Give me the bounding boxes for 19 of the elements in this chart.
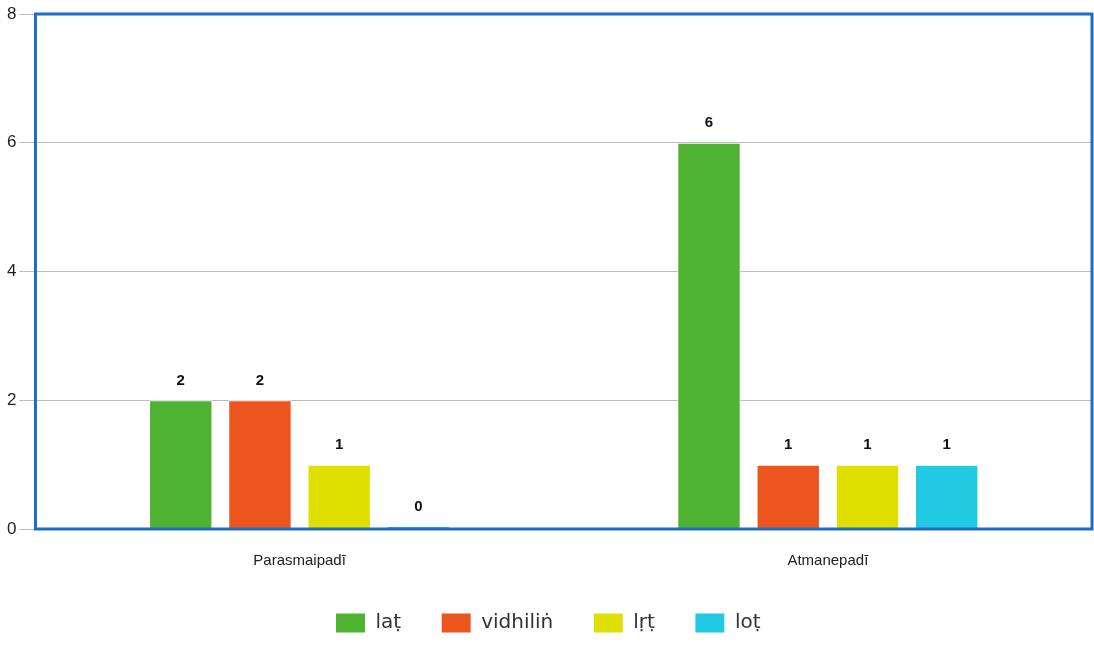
x-tick-label: Atmanepadī bbox=[787, 551, 870, 569]
data-label: 1 bbox=[942, 435, 951, 453]
data-label: 1 bbox=[863, 435, 872, 453]
x-tick-label: Parasmaipadī bbox=[253, 551, 347, 569]
legend-label: lṛṭ bbox=[633, 609, 656, 634]
y-tick-label: 2 bbox=[6, 389, 17, 409]
data-label: 2 bbox=[176, 370, 185, 388]
legend-label: loṭ bbox=[734, 609, 761, 634]
y-tick-label: 6 bbox=[6, 132, 17, 152]
legend-label: vidhiliṅ bbox=[481, 609, 554, 634]
data-label: 1 bbox=[335, 435, 344, 453]
legend-label: laṭ bbox=[375, 609, 402, 634]
y-tick-label: 0 bbox=[6, 518, 17, 538]
y-tick-label: 4 bbox=[6, 261, 17, 281]
data-label: 0 bbox=[414, 496, 423, 514]
data-label: 2 bbox=[255, 370, 265, 388]
y-tick-label: 8 bbox=[6, 3, 17, 23]
data-label: 1 bbox=[784, 435, 793, 453]
data-label: 6 bbox=[704, 113, 714, 131]
